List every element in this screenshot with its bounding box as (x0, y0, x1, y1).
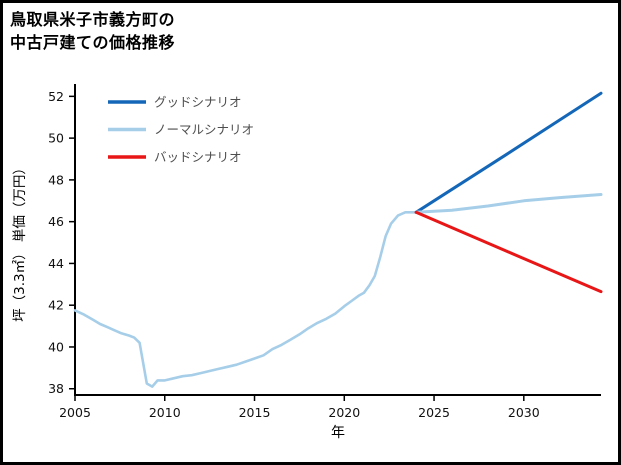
x-tick-label: 2005 (59, 405, 91, 420)
series-good-scenario-line (414, 91, 603, 214)
chart-title: 鳥取県米子市義方町の 中古戸建ての価格推移 (10, 10, 176, 53)
x-tick-label: 2025 (418, 405, 450, 420)
legend-label-2: ノーマルシナリオ (154, 122, 254, 137)
y-tick-label: 52 (48, 89, 64, 104)
series-normal-scenario-line (414, 193, 603, 214)
x-tick-label: 2020 (328, 405, 360, 420)
y-axis-label: 坪（3.3㎡） 単価（万円） (12, 161, 28, 322)
x-axis-label: 年 (331, 425, 345, 441)
series-bad-scenario-line (414, 210, 603, 294)
y-tick-label: 48 (48, 172, 64, 187)
series-historical-line (73, 211, 418, 388)
y-tick-label: 40 (48, 339, 64, 354)
y-tick-label: 50 (48, 131, 64, 146)
legend-label-3: バッドシナリオ (154, 150, 242, 165)
y-tick-label: 46 (48, 214, 64, 229)
legend-label-1: グッドシナリオ (154, 95, 242, 110)
x-tick-label: 2010 (149, 405, 181, 420)
x-tick-label: 2030 (508, 405, 540, 420)
x-tick-label: 2015 (239, 405, 271, 420)
y-tick-label: 42 (48, 298, 64, 313)
y-tick-label: 38 (48, 381, 64, 396)
y-tick-label: 44 (48, 256, 64, 271)
